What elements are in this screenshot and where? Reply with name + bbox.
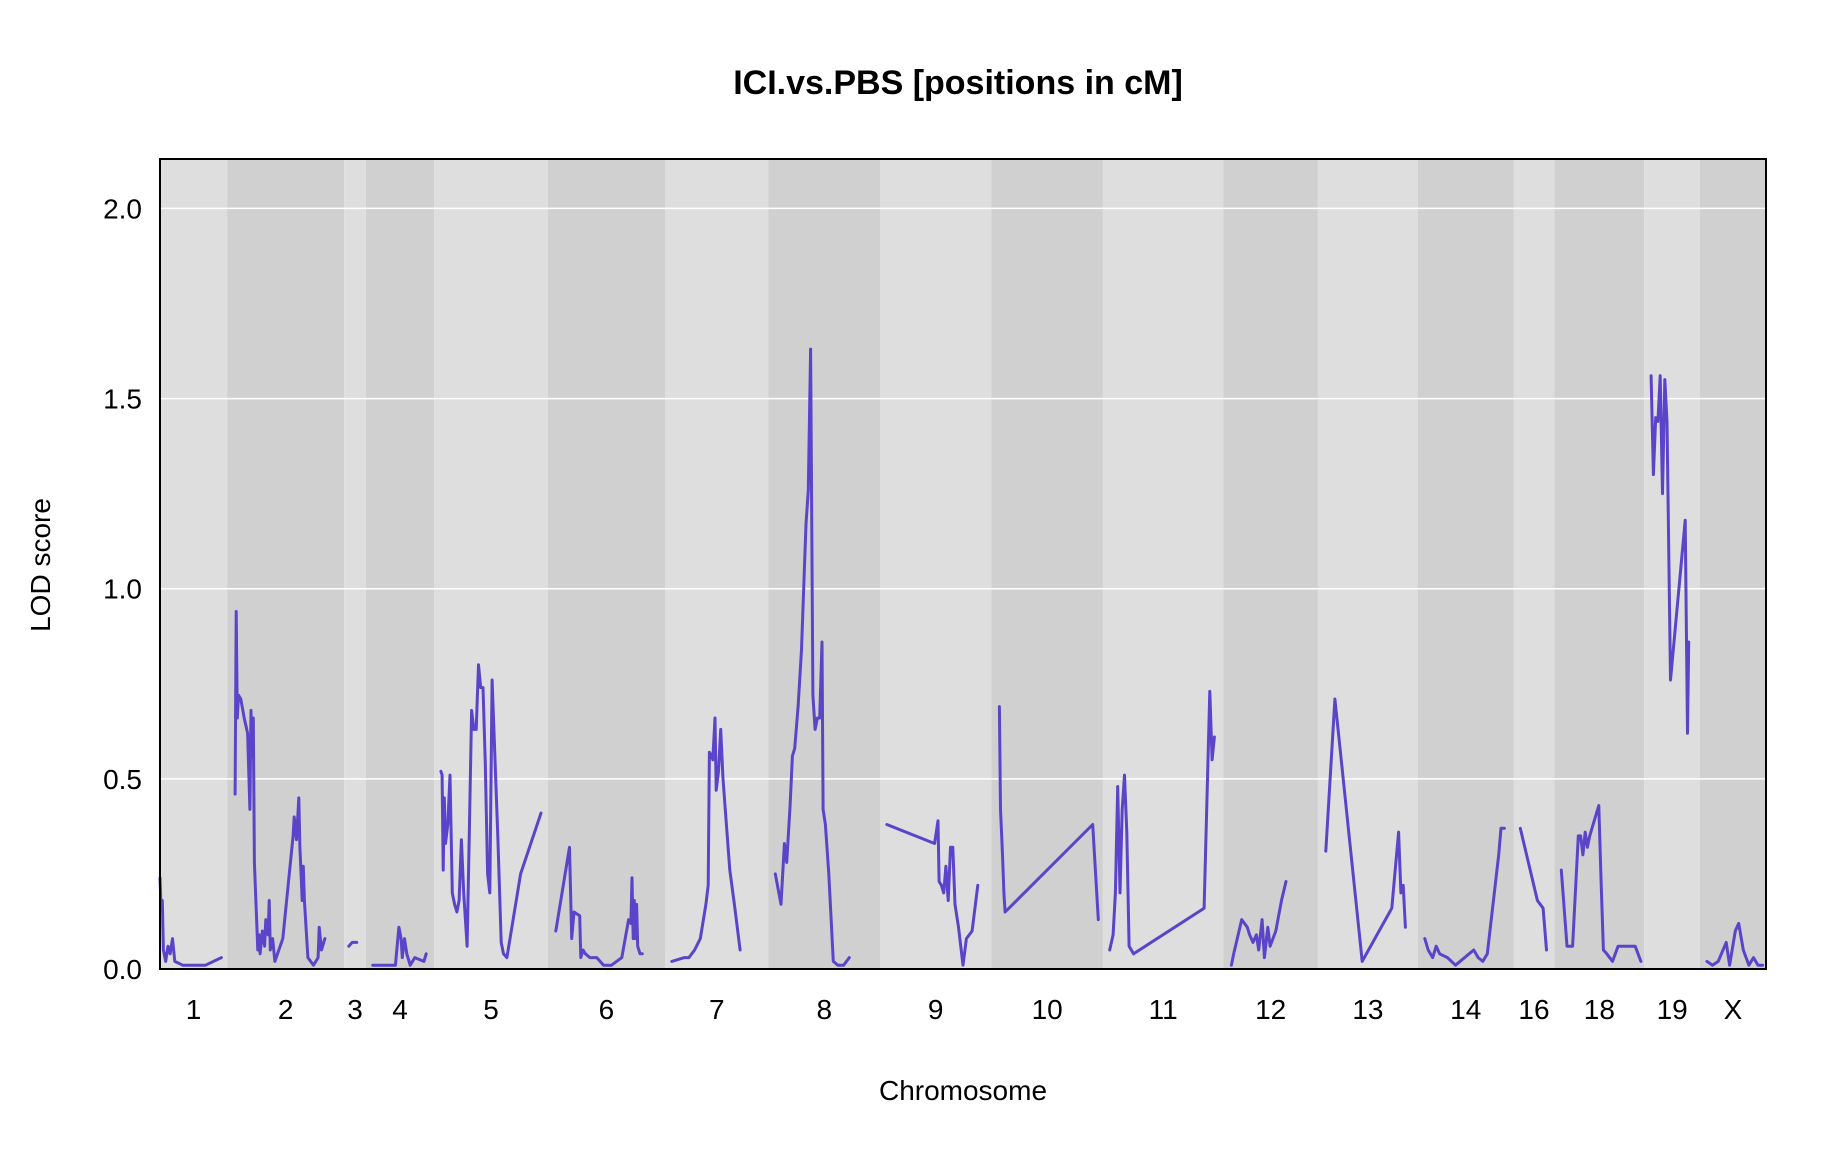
chromosome-band-19 [1644, 159, 1701, 969]
chromosome-label: 4 [392, 994, 408, 1025]
lod-line-chr-12 [1229, 880, 1288, 967]
y-tick-label: 1.5 [103, 384, 142, 415]
chromosome-labels: 1 2 3 4 5 6 7 8 9 10 11 12 13 14 16 18 19 X [186, 994, 1743, 1025]
lod-line-chr-3 [347, 940, 359, 948]
lod-line-chr-5 [439, 663, 543, 960]
y-tick-labels: 0.0 0.5 1.0 1.5 2.0 [103, 193, 142, 985]
lod-line-chr-19 [1649, 374, 1691, 735]
chromosome-label: 7 [709, 994, 725, 1025]
chromosome-label: 12 [1255, 994, 1286, 1025]
chart-title: ICI.vs.PBS [positions in cM] [733, 64, 1183, 102]
plot-frame [159, 158, 1767, 970]
y-tick-label: 1.0 [103, 574, 142, 605]
chromosome-label: 3 [347, 994, 363, 1025]
lod-line-chr-6 [554, 845, 644, 967]
chromosome-band-4 [365, 159, 435, 969]
lod-line-chr-X [1705, 921, 1765, 967]
chromosome-label: 11 [1149, 994, 1178, 1025]
chromosome-band-2 [227, 159, 345, 969]
chromosome-label: 8 [816, 994, 832, 1025]
chromosome-band-7 [665, 159, 769, 969]
chromosome-band-16 [1513, 159, 1555, 969]
chromosome-band-13 [1317, 159, 1418, 969]
lod-line-chr-14 [1423, 826, 1506, 967]
chromosome-band-14 [1417, 159, 1514, 969]
chromosome-label: 19 [1657, 994, 1688, 1025]
chromosome-band-6 [547, 159, 666, 969]
lod-line-chr-18 [1559, 804, 1643, 963]
lod-line-chr-2 [233, 610, 327, 967]
chromosome-band-1 [160, 159, 228, 969]
chromosome-label: 6 [599, 994, 615, 1025]
chromosome-band-10 [991, 159, 1103, 969]
lod-line-chr-10 [997, 705, 1100, 922]
y-tick-label: 0.0 [103, 954, 142, 985]
x-axis-label: Chromosome [879, 1075, 1047, 1106]
lod-line-chr-13 [1324, 697, 1407, 963]
chromosome-band-3 [344, 159, 366, 969]
y-axis-label: LOD score [25, 498, 56, 632]
chromosome-band-9 [879, 159, 992, 969]
chromosome-label: 13 [1352, 994, 1383, 1025]
lod-line-chr-9 [885, 819, 980, 967]
y-tick-label: 0.5 [103, 764, 142, 795]
chromosome-label: 2 [278, 994, 294, 1025]
chromosome-label: 1 [186, 994, 202, 1025]
lod-line-chr-11 [1108, 689, 1216, 956]
chromosome-label: 14 [1450, 994, 1481, 1025]
chromosome-label: 18 [1584, 994, 1615, 1025]
y-tick-label: 2.0 [103, 193, 142, 224]
lod-line-chr-4 [371, 925, 428, 967]
chromosome-band-X [1700, 159, 1766, 969]
chromosome-label: 5 [483, 994, 499, 1025]
chromosome-label: X [1724, 994, 1743, 1025]
lod-line-chr-1 [158, 876, 223, 967]
grid-lines [160, 207, 1766, 780]
chromosome-label: 16 [1518, 994, 1549, 1025]
lod-line-chr-7 [670, 716, 742, 963]
chromosome-label: 10 [1032, 994, 1063, 1025]
chromosome-label: 9 [928, 994, 944, 1025]
lod-line-chr-16 [1518, 826, 1548, 952]
lod-line-chr-8 [773, 347, 851, 967]
chromosome-band-12 [1223, 159, 1318, 969]
lod-series [158, 347, 1765, 967]
